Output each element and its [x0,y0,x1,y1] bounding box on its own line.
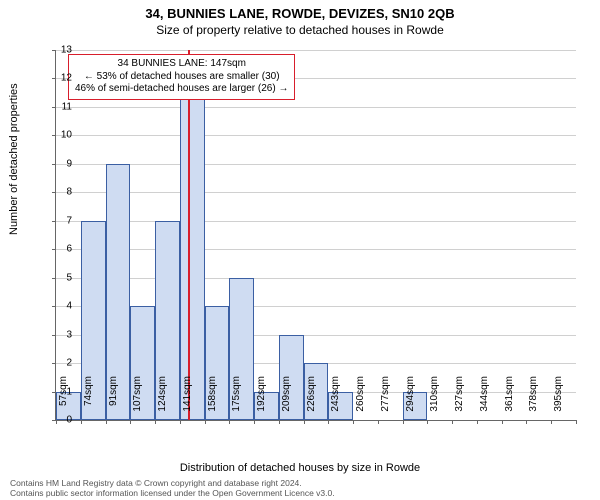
ytick-label: 13 [52,45,72,56]
xtick-label: 277sqm [380,376,391,416]
xtick-label: 226sqm [306,376,317,416]
histogram-bar [180,78,205,420]
xtick-mark [502,420,503,424]
xtick-mark [81,420,82,424]
xtick-label: 57sqm [58,376,69,416]
xtick-mark [378,420,379,424]
xtick-mark [130,420,131,424]
ytick-label: 6 [52,244,72,255]
xtick-mark [576,420,577,424]
footer-line1: Contains HM Land Registry data © Crown c… [10,478,335,488]
gridline [56,221,576,222]
gridline [56,50,576,51]
annotation-box: 34 BUNNIES LANE: 147sqm← 53% of detached… [68,54,295,100]
ytick-label: 4 [52,301,72,312]
xtick-mark [427,420,428,424]
ytick-label: 0 [52,415,72,426]
xtick-label: 192sqm [256,376,267,416]
xtick-label: 344sqm [479,376,490,416]
xtick-label: 378sqm [528,376,539,416]
xtick-mark [328,420,329,424]
xtick-mark [353,420,354,424]
xtick-label: 260sqm [355,376,366,416]
xtick-mark [180,420,181,424]
xtick-mark [155,420,156,424]
xtick-label: 91sqm [108,376,119,416]
ytick-label: 10 [52,130,72,141]
xtick-mark [205,420,206,424]
y-axis-label: Number of detached properties [8,83,20,235]
xtick-mark [106,420,107,424]
ytick-label: 12 [52,73,72,84]
chart-title: 34, BUNNIES LANE, ROWDE, DEVIZES, SN10 2… [0,0,600,21]
gridline [56,164,576,165]
xtick-label: 74sqm [83,376,94,416]
xtick-label: 141sqm [182,376,193,416]
xtick-label: 361sqm [504,376,515,416]
plot-area: 34 BUNNIES LANE: 147sqm← 53% of detached… [55,50,576,421]
ytick-label: 5 [52,272,72,283]
xtick-label: 107sqm [132,376,143,416]
xtick-label: 294sqm [405,376,416,416]
ytick-label: 7 [52,215,72,226]
xtick-mark [279,420,280,424]
x-axis-label: Distribution of detached houses by size … [0,462,600,474]
annotation-line2: ← 53% of detached houses are smaller (30… [75,71,288,84]
chart-subtitle: Size of property relative to detached ho… [0,21,600,37]
xtick-mark [403,420,404,424]
annotation-line3: 46% of semi-detached houses are larger (… [75,83,288,96]
ytick-label: 9 [52,158,72,169]
xtick-mark [477,420,478,424]
ytick-label: 2 [52,358,72,369]
xtick-label: 209sqm [281,376,292,416]
xtick-label: 395sqm [553,376,564,416]
ytick-label: 8 [52,187,72,198]
xtick-mark [551,420,552,424]
gridline [56,107,576,108]
marker-line [188,50,190,420]
footer-attribution: Contains HM Land Registry data © Crown c… [10,478,335,498]
xtick-mark [452,420,453,424]
xtick-label: 175sqm [231,376,242,416]
ytick-label: 3 [52,329,72,340]
chart-container: 34, BUNNIES LANE, ROWDE, DEVIZES, SN10 2… [0,0,600,500]
ytick-label: 11 [52,101,72,112]
xtick-label: 243sqm [330,376,341,416]
gridline [56,249,576,250]
xtick-mark [254,420,255,424]
xtick-label: 124sqm [157,376,168,416]
xtick-mark [526,420,527,424]
annotation-line1: 34 BUNNIES LANE: 147sqm [75,58,288,71]
xtick-mark [304,420,305,424]
footer-line2: Contains public sector information licen… [10,488,335,498]
gridline [56,192,576,193]
gridline [56,278,576,279]
xtick-mark [229,420,230,424]
xtick-label: 158sqm [207,376,218,416]
gridline [56,135,576,136]
xtick-label: 327sqm [454,376,465,416]
xtick-label: 310sqm [429,376,440,416]
